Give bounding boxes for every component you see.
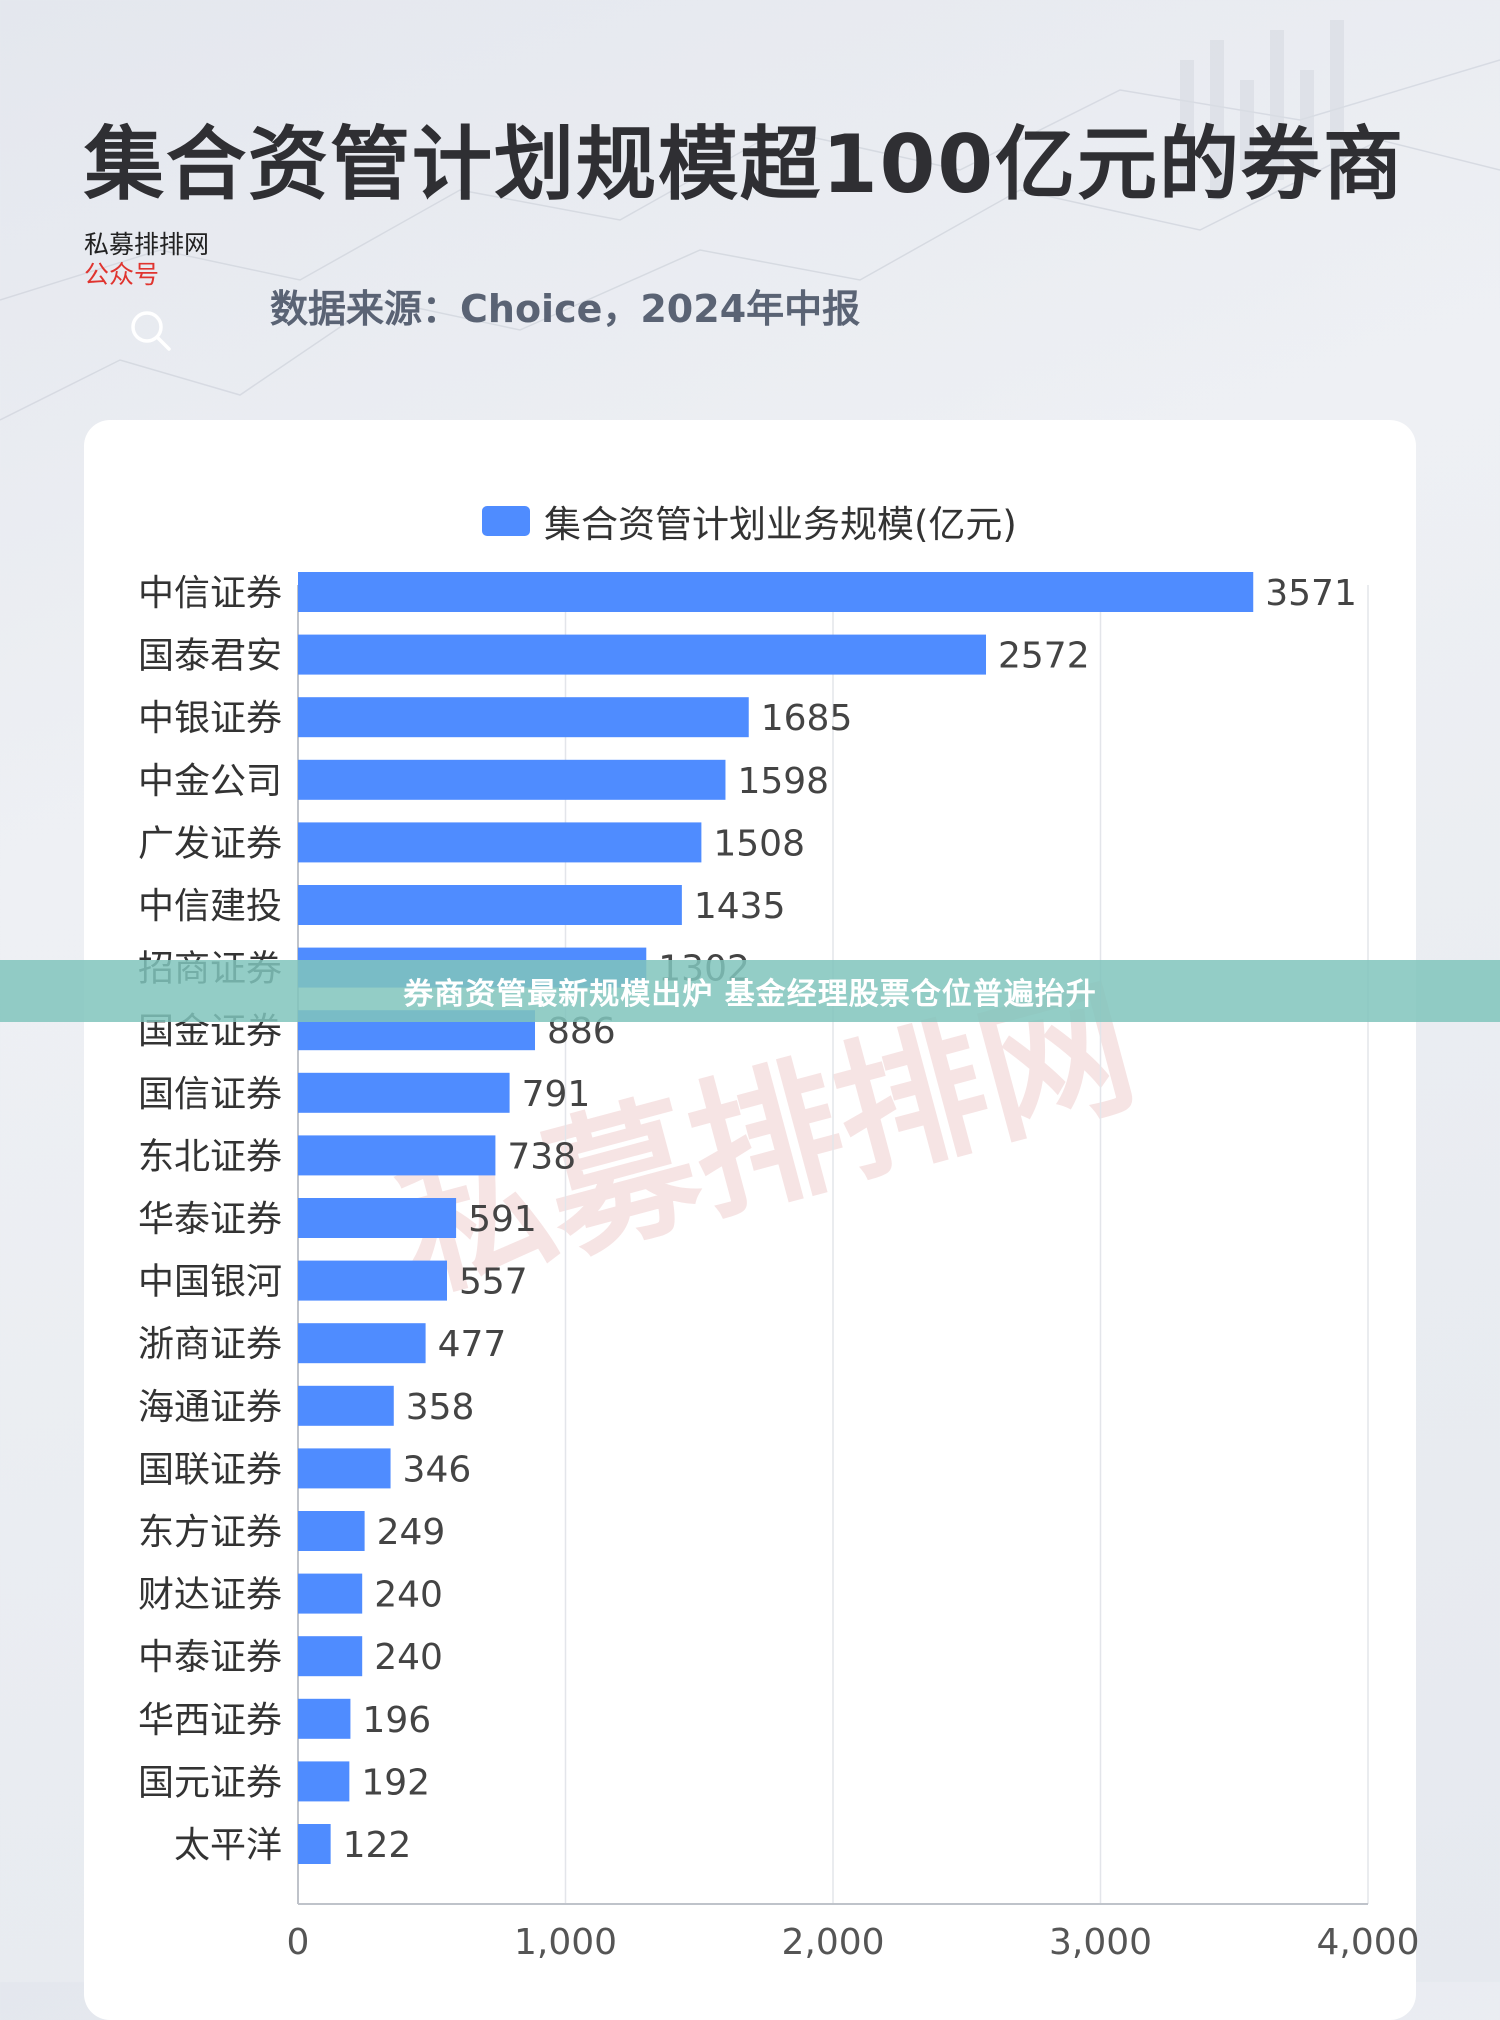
bar <box>298 1385 394 1426</box>
brand-subtitle: 公众号 <box>84 260 160 289</box>
value-label: 122 <box>343 1825 412 1866</box>
value-label: 240 <box>374 1575 443 1616</box>
chart-legend: 集合资管计划业务规模(亿元) <box>482 494 1017 548</box>
value-label: 591 <box>468 1199 537 1240</box>
category-label: 华泰证券 <box>138 1199 282 1240</box>
category-label: 中金公司 <box>138 761 282 802</box>
x-tick-label: 1,000 <box>514 1922 617 1963</box>
x-tick-label: 0 <box>287 1922 310 1963</box>
bar <box>298 759 726 800</box>
value-label: 2572 <box>998 636 1090 677</box>
category-label: 广发证券 <box>138 823 282 864</box>
value-label: 196 <box>362 1700 431 1741</box>
data-source: 数据来源：Choice，2024年中报 <box>270 287 861 331</box>
value-label: 1598 <box>737 761 829 802</box>
value-label: 477 <box>438 1324 507 1365</box>
bar <box>298 885 682 925</box>
bar <box>298 1698 351 1739</box>
value-label: 1508 <box>713 823 805 864</box>
category-label: 中信证券 <box>138 573 282 614</box>
search-icon[interactable] <box>128 308 174 354</box>
category-label: 国联证券 <box>138 1449 282 1490</box>
bar <box>298 697 749 738</box>
x-tick-label: 2,000 <box>781 1922 884 1963</box>
x-tick-label: 3,000 <box>1049 1922 1152 1963</box>
category-label: 华西证券 <box>138 1700 282 1741</box>
value-label: 738 <box>507 1136 576 1177</box>
category-label: 国泰君安 <box>138 636 282 677</box>
bar <box>298 1761 350 1802</box>
category-label: 东北证券 <box>138 1136 282 1177</box>
category-label: 财达证券 <box>138 1575 282 1616</box>
bar <box>298 634 987 675</box>
x-tick-label: 4,000 <box>1316 1922 1419 1963</box>
bar <box>298 572 1254 612</box>
value-label: 240 <box>374 1637 443 1678</box>
bar <box>298 822 702 863</box>
bar <box>298 1448 391 1489</box>
category-label: 太平洋 <box>174 1825 282 1866</box>
category-label: 国元证券 <box>138 1762 282 1803</box>
legend-label: 集合资管计划业务规模(亿元) <box>544 503 1017 546</box>
category-label: 东方证券 <box>138 1512 282 1553</box>
value-label: 1685 <box>761 698 853 739</box>
category-label: 浙商证券 <box>138 1324 282 1365</box>
category-label: 中国银河 <box>138 1262 282 1303</box>
bar <box>298 1198 457 1238</box>
bar <box>298 1135 496 1176</box>
value-label: 791 <box>522 1074 591 1115</box>
brand-block: 私募排排网 公众号 <box>84 230 209 290</box>
bar <box>298 1636 363 1677</box>
value-label: 3571 <box>1265 573 1357 614</box>
bar <box>298 1573 363 1614</box>
bar <box>298 1260 447 1301</box>
category-label: 国信证券 <box>138 1074 282 1115</box>
category-label: 海通证券 <box>138 1387 282 1428</box>
value-label: 192 <box>361 1762 430 1803</box>
banner-text: 券商资管最新规模出炉 基金经理股票仓位普遍抬升 <box>403 977 1097 1012</box>
category-label: 中银证券 <box>138 698 282 739</box>
bar <box>298 1323 426 1364</box>
bar <box>298 1072 510 1113</box>
value-label: 346 <box>403 1449 472 1490</box>
legend-swatch <box>482 506 530 536</box>
value-label: 358 <box>406 1387 475 1428</box>
bar <box>298 1511 365 1551</box>
category-label: 中信建投 <box>138 886 282 927</box>
value-label: 557 <box>459 1262 528 1303</box>
brand-name: 私募排排网 <box>84 230 210 259</box>
banner[interactable]: 券商资管最新规模出炉 基金经理股票仓位普遍抬升 <box>0 960 1500 1022</box>
bar <box>298 1824 331 1864</box>
page-title: 集合资管计划规模超100亿元的券商 <box>84 118 1405 211</box>
value-label: 1435 <box>694 886 786 927</box>
category-label: 中泰证券 <box>138 1637 282 1678</box>
value-label: 249 <box>377 1512 446 1553</box>
